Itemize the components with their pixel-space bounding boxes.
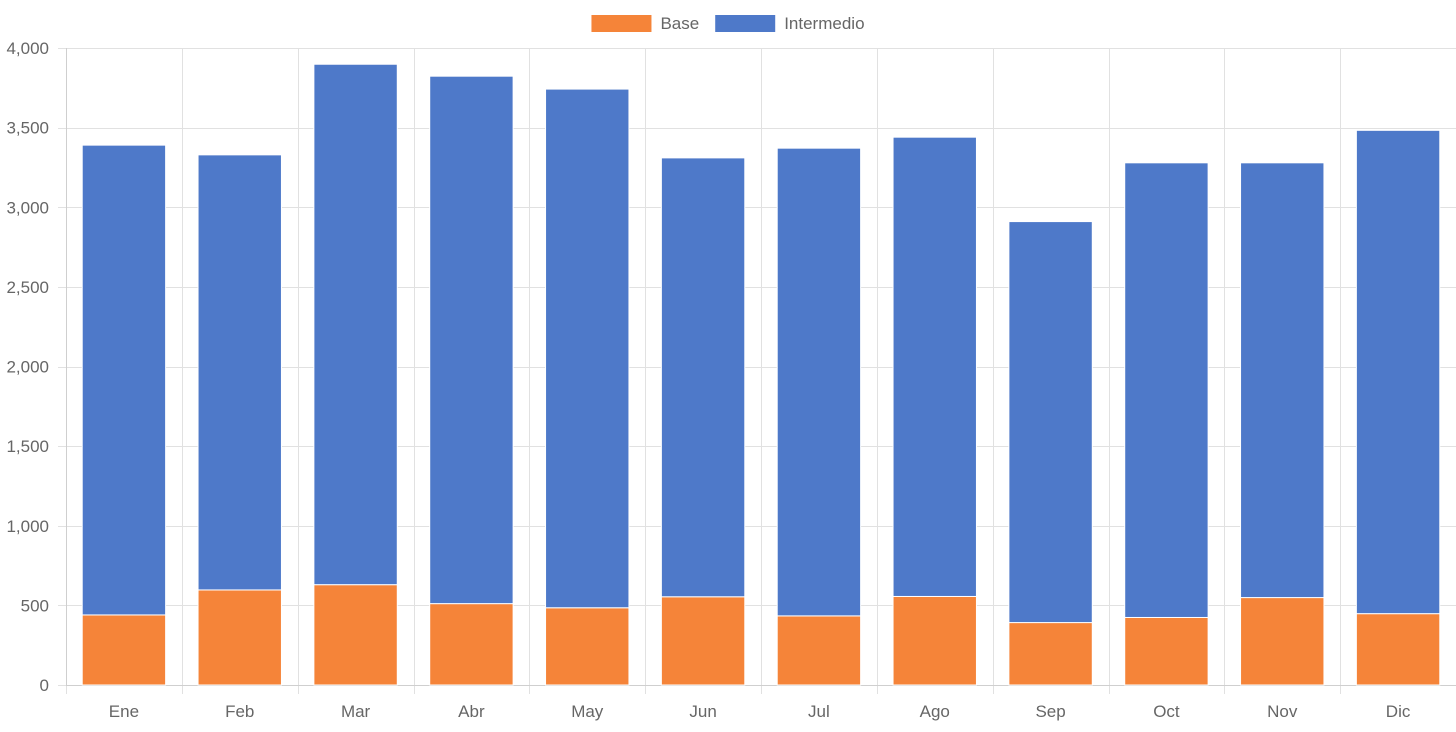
bar-base-feb[interactable] [197, 589, 282, 686]
x-tick-label: Dic [1386, 702, 1411, 721]
x-tick-label: Abr [458, 702, 485, 721]
bar-base-nov[interactable] [1240, 597, 1325, 686]
x-tick-label: Jul [808, 702, 830, 721]
x-tick-label: Jun [689, 702, 716, 721]
bar-base-jun[interactable] [660, 596, 746, 686]
bar-base-mar[interactable] [313, 584, 398, 686]
y-tick-label: 0 [40, 676, 49, 695]
bar-intermedio-sep[interactable] [1008, 221, 1093, 624]
bar-base-ene[interactable] [81, 614, 167, 686]
bar-base-oct[interactable] [1124, 616, 1209, 686]
bar-intermedio-jun[interactable] [660, 157, 746, 598]
x-tick-label: Nov [1267, 702, 1298, 721]
bar-base-abr[interactable] [429, 603, 514, 686]
bar-intermedio-ago[interactable] [892, 136, 977, 597]
bar-base-dic[interactable] [1355, 613, 1441, 686]
x-tick-label: Oct [1153, 702, 1180, 721]
y-tick-label: 2,500 [6, 278, 49, 297]
bar-intermedio-abr[interactable] [429, 75, 514, 605]
bar-series-group [81, 63, 1441, 686]
bar-intermedio-mar[interactable] [313, 63, 398, 586]
x-tick-label: Mar [341, 702, 371, 721]
chart-legend: Base Intermedio [591, 14, 865, 33]
x-axis: Ene Feb Mar Abr May Jun Jul Ago Sep Oct Nov Dic [66, 685, 1456, 721]
x-tick-label: Feb [225, 702, 254, 721]
legend-label: Intermedio [784, 14, 864, 33]
y-tick-label: 1,500 [6, 437, 49, 456]
bar-base-jul[interactable] [776, 615, 862, 686]
bar-intermedio-oct[interactable] [1124, 162, 1209, 618]
bar-intermedio-dic[interactable] [1355, 129, 1441, 615]
y-tick-label: 1,000 [6, 517, 49, 536]
bar-base-ago[interactable] [892, 595, 977, 686]
y-tick-label: 4,000 [6, 39, 49, 58]
bar-intermedio-feb[interactable] [197, 154, 282, 591]
x-tick-label: May [571, 702, 604, 721]
x-tick-label: Sep [1035, 702, 1065, 721]
grid-lines [58, 48, 1456, 694]
legend-swatch [591, 15, 652, 32]
legend-swatch [715, 15, 776, 32]
bar-intermedio-ene[interactable] [81, 144, 167, 616]
y-tick-label: 3,500 [6, 119, 49, 138]
y-axis: 0 500 1,000 1,500 2,000 2,500 3,000 3,500 4,000 [6, 39, 67, 695]
bar-base-may[interactable] [545, 607, 630, 686]
bar-intermedio-nov[interactable] [1240, 162, 1325, 599]
x-tick-label: Ene [109, 702, 139, 721]
bar-intermedio-may[interactable] [545, 88, 630, 609]
bar-base-sep[interactable] [1008, 622, 1093, 686]
bar-intermedio-jul[interactable] [776, 147, 862, 617]
x-tick-label: Ago [920, 702, 950, 721]
legend-item-intermedio[interactable]: Intermedio [715, 14, 865, 33]
y-tick-label: 500 [21, 596, 49, 615]
legend-label: Base [660, 14, 699, 33]
y-tick-label: 2,000 [6, 358, 49, 377]
legend-item-base[interactable]: Base [591, 14, 699, 33]
y-tick-label: 3,000 [6, 198, 49, 217]
